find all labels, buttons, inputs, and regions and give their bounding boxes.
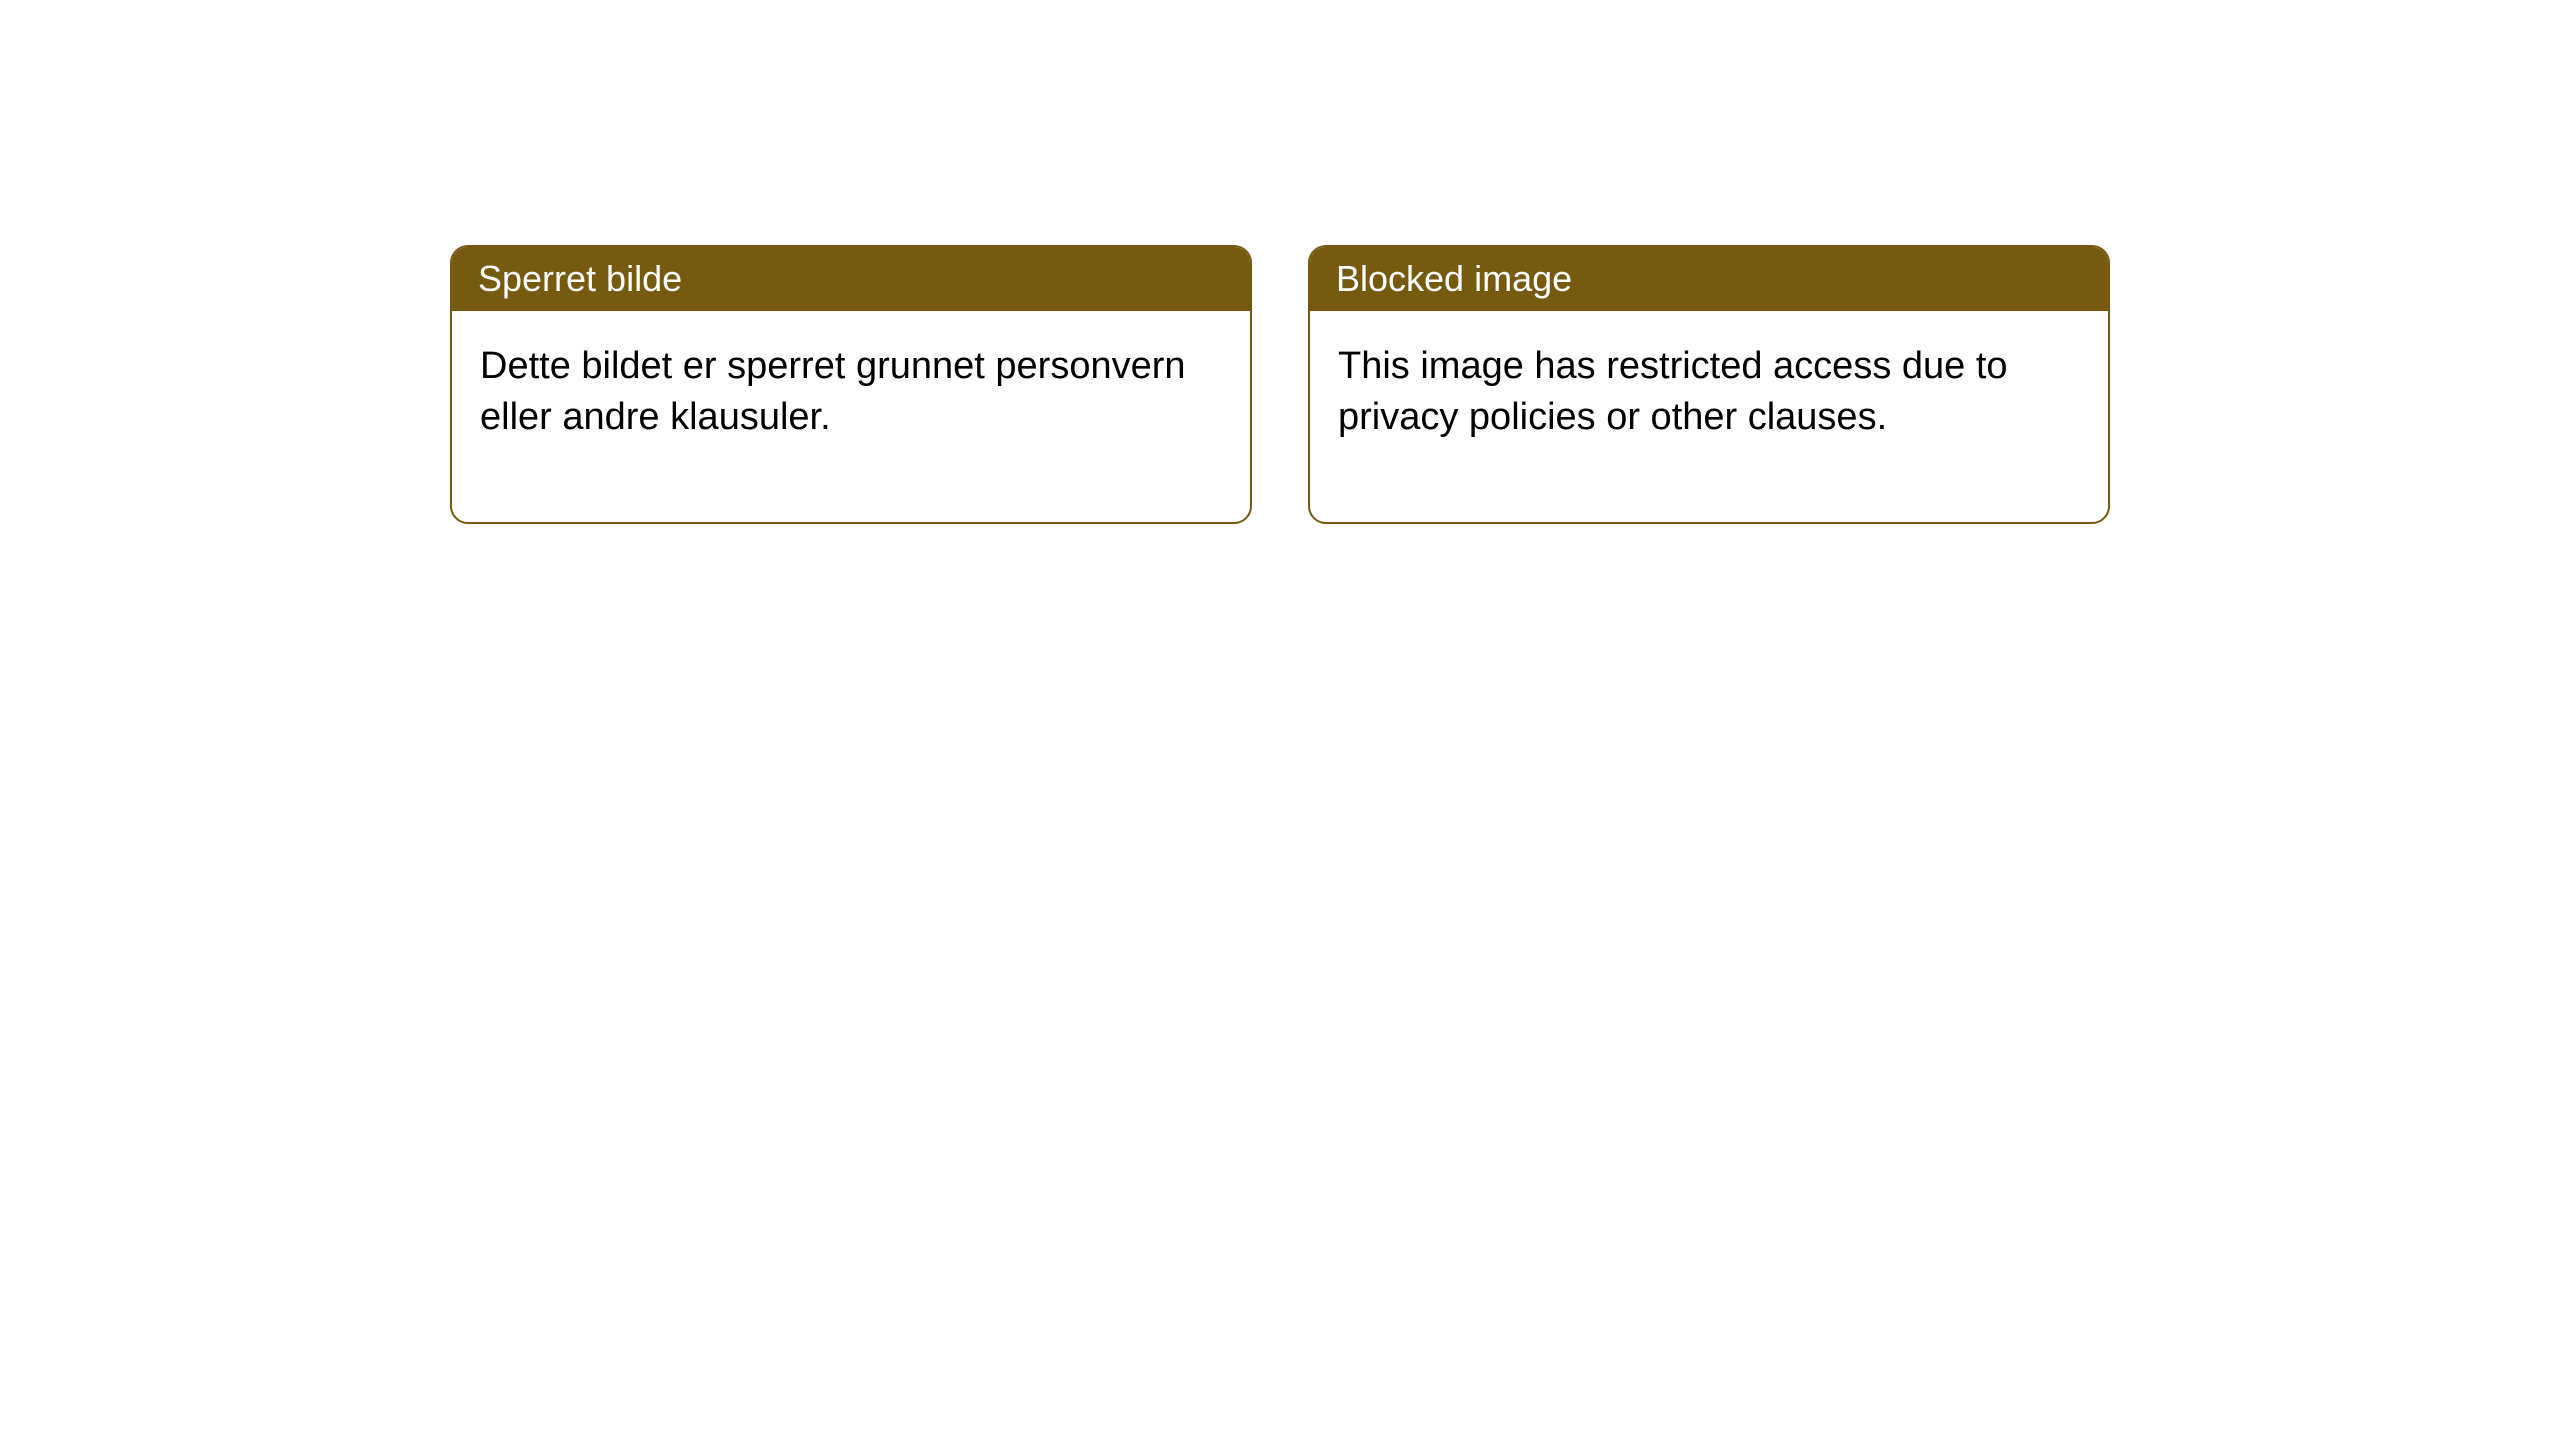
notice-card-norwegian: Sperret bilde Dette bildet er sperret gr… <box>450 245 1252 524</box>
notice-container: Sperret bilde Dette bildet er sperret gr… <box>0 0 2560 524</box>
notice-title: Sperret bilde <box>452 247 1250 311</box>
notice-title: Blocked image <box>1310 247 2108 311</box>
notice-card-english: Blocked image This image has restricted … <box>1308 245 2110 524</box>
notice-message: This image has restricted access due to … <box>1310 311 2108 522</box>
notice-message: Dette bildet er sperret grunnet personve… <box>452 311 1250 522</box>
